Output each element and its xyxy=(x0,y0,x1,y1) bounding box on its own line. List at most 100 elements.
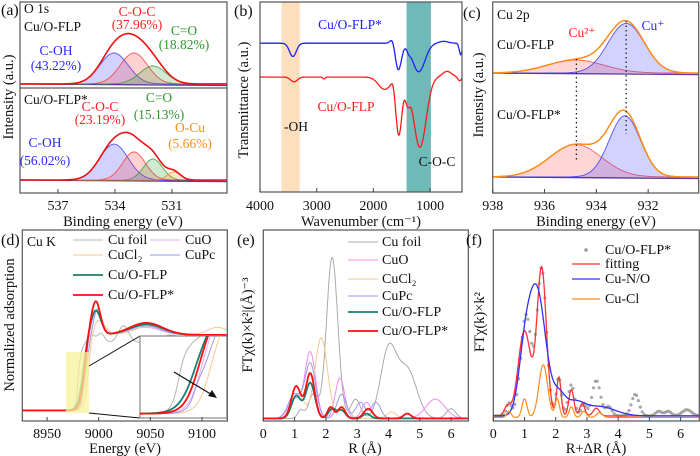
legend-label: Cu/O-FLP xyxy=(108,268,167,283)
panel-e-xlabel: R (Å) xyxy=(348,441,382,456)
annotation-label: Cu/O-FLP* xyxy=(318,17,382,32)
series-cu-o-flp xyxy=(260,70,462,148)
x-tick-label: 6 xyxy=(448,427,455,442)
data-point xyxy=(584,404,588,408)
series-envelope-cu-o-flp xyxy=(20,131,227,181)
panel-label-a: (a) xyxy=(1,2,19,19)
panel-a-xlabel: Binding energy (eV) xyxy=(63,214,183,230)
series-envelope-cu-o-flp xyxy=(492,19,699,74)
x-tick-label: 1000 xyxy=(416,199,444,214)
x-tick-label: 9000 xyxy=(85,427,113,442)
annotation-label: C-O-C xyxy=(419,154,456,169)
legend-item: Cu/O-FLP xyxy=(73,268,167,283)
panel-label-d: (d) xyxy=(1,232,20,249)
annotation-label: C-O-C xyxy=(82,99,119,114)
data-point xyxy=(571,386,575,391)
data-point xyxy=(526,317,530,321)
series-cu-cu-o-flp-fill xyxy=(492,23,699,74)
panel-c: 938 936 934 932 Cu/O-FLP Cu²⁺ Cu⁺ Cu/O-FLP* xyxy=(482,1,700,214)
data-point xyxy=(530,341,534,345)
x-tick-label: 1 xyxy=(521,427,528,442)
legend-item: CuCl₂ xyxy=(348,272,417,287)
series-cu-o-flp-inset xyxy=(140,336,209,415)
x-tick-label: 4000 xyxy=(246,199,274,214)
legend-label: Cu-N/O xyxy=(605,272,650,287)
x-tick-label: 8950 xyxy=(33,427,61,442)
legend-label: CuO xyxy=(185,233,211,248)
plot-frame xyxy=(259,1,463,193)
panel-label-f: (f) xyxy=(466,232,482,249)
annotation-label: C-OH xyxy=(29,135,62,150)
data-point xyxy=(563,408,568,412)
panel-d-xlabel: Energy (eV) xyxy=(89,441,161,456)
legend-item: fitting xyxy=(572,257,639,272)
plot-frame xyxy=(262,229,469,422)
plot-frame xyxy=(492,1,700,194)
x-tick-label: 2 xyxy=(552,427,559,442)
panel-d-ylabel: Normalized adsorption xyxy=(2,258,18,392)
annotation-label: (5.66%) xyxy=(168,136,212,151)
series-cu2-cu-o-flp-fill xyxy=(492,144,699,177)
legend-item: Cu-Cl xyxy=(572,292,639,307)
x-tick-label: 531 xyxy=(161,199,182,214)
inset-connector xyxy=(88,335,141,367)
x-tick-label: 5 xyxy=(416,427,423,442)
inset-frame xyxy=(139,335,228,419)
data-point xyxy=(590,395,594,400)
data-point xyxy=(640,410,644,414)
legend-item: Cu/O-FLP* xyxy=(348,324,448,339)
arrow-head-icon xyxy=(208,390,217,398)
panel-e-ylabel: FTχ(k)×k²|(Å)⁻³ xyxy=(240,277,256,373)
series-envelope-cu-o-flp xyxy=(20,32,227,85)
legend-marker xyxy=(584,248,588,252)
x-tick-label: 4 xyxy=(615,427,622,442)
annotation-label: (43.22%) xyxy=(31,58,82,73)
legend-label: Cu/O-FLP* xyxy=(382,324,448,339)
data-point xyxy=(597,386,601,390)
plot-area xyxy=(260,2,462,192)
data-point xyxy=(569,383,573,387)
trend-arrow xyxy=(173,371,215,397)
data-point xyxy=(636,399,641,403)
legend-item: Cu foil xyxy=(73,233,147,248)
series-cu-n-o xyxy=(493,283,700,417)
band-coc xyxy=(406,2,431,192)
data-point xyxy=(631,396,635,401)
legend-item: Cu/O-FLP* xyxy=(584,243,671,258)
annotation-label: Cu/O-FLP xyxy=(24,19,81,34)
panel-f-ylabel: FTχ(k)×k² xyxy=(472,291,488,352)
legend-item: Cu-N/O xyxy=(572,272,650,287)
x-tick-label: 537 xyxy=(47,199,68,214)
x-tick-label: 3 xyxy=(354,427,361,442)
x-tick-label: 2 xyxy=(322,427,329,442)
series-cu-o-flp xyxy=(263,371,469,420)
panel-c-ylabel: Intensity (a.u.) xyxy=(471,52,487,137)
legend-label: CuPc xyxy=(185,248,215,263)
series-o-cu-cu-o-flp-fill xyxy=(20,172,227,181)
legend-label: CuO xyxy=(382,253,408,268)
data-point xyxy=(599,395,603,399)
series-cu-o-flp xyxy=(22,300,228,412)
data-point xyxy=(513,402,517,407)
legend-label: Cu foil xyxy=(382,235,421,250)
annotation-label: Cu/O-FLP* xyxy=(497,107,561,122)
series-cu-o-flp xyxy=(260,39,462,73)
panel-label-e: (e) xyxy=(237,232,255,249)
legend-label: Cu/O-FLP* xyxy=(108,288,174,303)
data-point xyxy=(627,408,631,413)
data-point xyxy=(601,403,605,407)
series-envelope-cu-o-flp xyxy=(492,109,699,178)
inset-curves xyxy=(140,336,221,415)
data-point xyxy=(635,393,639,397)
panel-a-title: O 1s xyxy=(24,1,49,16)
series-c-oh-cu-o-flp-fill xyxy=(20,53,227,84)
annotation-label: C=O xyxy=(171,23,198,38)
annotation-label: (18.82%) xyxy=(159,37,210,52)
legend-item: CuPc xyxy=(150,248,215,263)
